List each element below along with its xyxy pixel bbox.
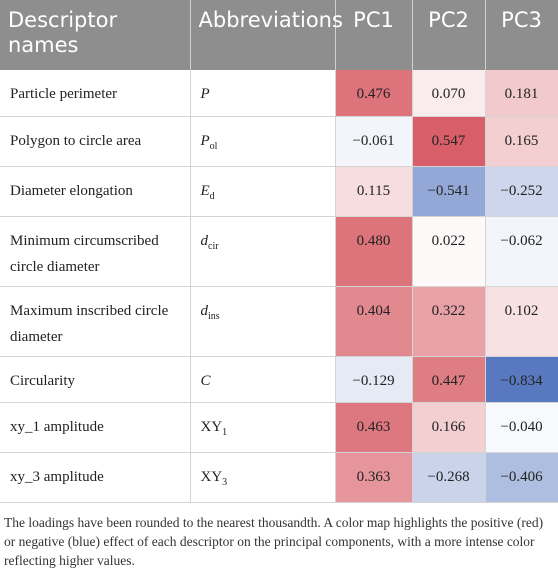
abbreviation-sub: d [209, 190, 215, 202]
abbreviation-sub: cir [208, 240, 219, 252]
header-cell: PC2 [412, 0, 486, 70]
abbreviation: XY1 [190, 402, 336, 453]
loading-cell: −0.834 [485, 356, 558, 403]
loading-cell: 0.102 [485, 286, 558, 357]
caption: The loadings have been rounded to the ne… [4, 514, 544, 568]
descriptor-name: xy_1 amplitude [0, 402, 191, 453]
loading-cell: 0.166 [412, 402, 486, 453]
abbreviation-base: XY [200, 418, 223, 435]
loading-cell: −0.268 [412, 452, 486, 503]
loading-cell: 0.363 [335, 452, 413, 503]
loading-cell: −0.062 [485, 216, 558, 287]
header-cell: PC1 [335, 0, 413, 70]
loading-cell: 0.022 [412, 216, 486, 287]
table-row: xy_1 amplitude XY1 0.463 0.166 −0.040 [0, 402, 558, 453]
loading-cell: 0.547 [412, 116, 486, 167]
abbreviation: P [190, 70, 336, 117]
loading-cell: 0.404 [335, 286, 413, 357]
descriptor-name: Diameter elongation [0, 166, 191, 217]
table-row: Diameter elongation Ed 0.115 −0.541 −0.252 [0, 166, 558, 217]
descriptor-name: Maximum inscribed circle diameter [0, 286, 191, 357]
loading-cell: −0.040 [485, 402, 558, 453]
abbreviation-base: d [200, 302, 209, 319]
abbreviation-base: XY [200, 468, 223, 485]
abbreviation: Ed [190, 166, 336, 217]
table-row: Maximum inscribed circle diameter dins 0.4… [0, 286, 558, 357]
loading-cell: 0.463 [335, 402, 413, 453]
abbreviation-sub: 3 [222, 476, 228, 488]
abbreviation-base: d [200, 232, 209, 249]
abbreviation: Pol [190, 116, 336, 167]
loading-cell: 0.070 [412, 70, 486, 117]
descriptor-name: Polygon to circle area [0, 116, 191, 167]
abbreviation: XY3 [190, 452, 336, 503]
loading-cell: −0.129 [335, 356, 413, 403]
header-row: Descriptor names Abbreviations PC1 PC2 PC3 [0, 0, 558, 70]
abbreviation-sub: ol [209, 140, 218, 152]
table-row: xy_3 amplitude XY3 0.363 −0.268 −0.406 [0, 452, 558, 503]
header-cell: PC3 [485, 0, 558, 70]
abbreviation-sub: ins [208, 310, 220, 322]
loading-cell: 0.115 [335, 166, 413, 217]
loading-cell: −0.541 [412, 166, 486, 217]
descriptor-name: xy_3 amplitude [0, 452, 191, 503]
loading-cell: −0.252 [485, 166, 558, 217]
abbreviation: dcir [190, 216, 336, 287]
descriptor-name: Circularity [0, 356, 191, 403]
abbreviation-base: C [200, 372, 211, 389]
abbreviation-base: E [200, 182, 210, 199]
table-row: Particle perimeter P 0.476 0.070 0.181 [0, 70, 558, 117]
descriptor-name: Particle perimeter [0, 70, 191, 117]
abbreviation: C [190, 356, 336, 403]
abbreviation: dins [190, 286, 336, 357]
abbreviation-base: P [200, 86, 210, 102]
loading-cell: 0.322 [412, 286, 486, 357]
header-cell: Descriptor names [0, 0, 191, 70]
table-body: Particle perimeter P 0.476 0.070 0.181 Polygo… [0, 70, 558, 503]
table-row: Circularity C −0.129 0.447 −0.834 [0, 356, 558, 403]
loading-cell: 0.476 [335, 70, 413, 117]
descriptor-name: Minimum circumscribed circle diameter [0, 216, 191, 287]
header-cell: Abbreviations [190, 0, 343, 70]
table-row: Polygon to circle area Pol −0.061 0.547 0.16… [0, 116, 558, 167]
loading-cell: 0.447 [412, 356, 486, 403]
loading-cell: −0.061 [335, 116, 413, 167]
abbreviation-base: P [200, 132, 210, 149]
loading-cell: 0.165 [485, 116, 558, 167]
table-row: Minimum circumscribed circle diameter dci… [0, 216, 558, 287]
loading-cell: 0.480 [335, 216, 413, 287]
loading-cell: −0.406 [485, 452, 558, 503]
table: Descriptor names Abbreviations PC1 PC2 PC3 P… [0, 0, 558, 503]
abbreviation-sub: 1 [222, 426, 228, 438]
loading-cell: 0.181 [485, 70, 558, 117]
